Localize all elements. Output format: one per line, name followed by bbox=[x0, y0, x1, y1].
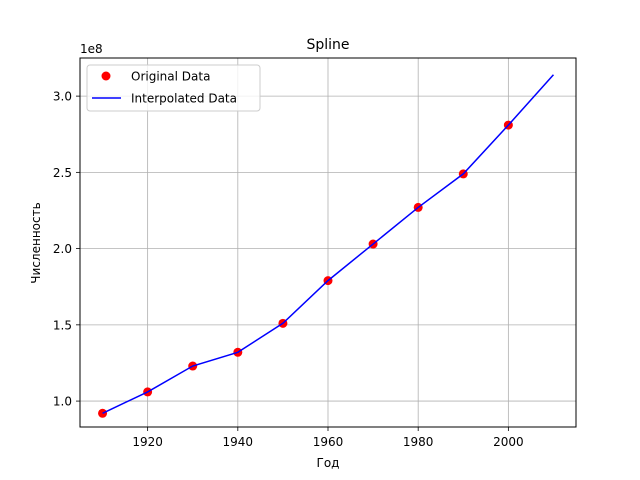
x-tick-label: 1980 bbox=[403, 435, 434, 449]
legend-box bbox=[86, 64, 261, 112]
y-tick-label: 3.0 bbox=[53, 90, 72, 104]
data-point-original bbox=[98, 408, 108, 418]
legend-label-interpolated-data: Interpolated Data bbox=[131, 92, 237, 106]
y-axis-label: Численность bbox=[29, 202, 43, 283]
x-tick-label: 2000 bbox=[493, 435, 524, 449]
legend: Original Data Interpolated Data bbox=[86, 64, 261, 112]
x-axis-label: Год bbox=[317, 456, 340, 470]
x-tick-label: 1920 bbox=[132, 435, 163, 449]
y-tick-label: 2.0 bbox=[53, 242, 72, 256]
legend-label-original-data: Original Data bbox=[131, 70, 210, 84]
legend-marker-original-data bbox=[101, 71, 111, 81]
grid bbox=[80, 58, 576, 427]
x-tick-label: 1940 bbox=[223, 435, 254, 449]
plot-data bbox=[98, 74, 555, 418]
y-tick-label: 1.0 bbox=[53, 395, 72, 409]
y-tick-label: 1.5 bbox=[53, 318, 72, 332]
axis-ticks: 1920 1940 1960 1980 2000 1.0 1.5 2.0 2.5 3.0 bbox=[53, 90, 524, 449]
y-offset-label: 1e8 bbox=[80, 42, 103, 56]
x-tick-label: 1960 bbox=[313, 435, 344, 449]
chart-title: Spline bbox=[306, 37, 349, 53]
series-line-interpolated bbox=[102, 74, 555, 414]
y-tick-label: 2.5 bbox=[53, 166, 72, 180]
